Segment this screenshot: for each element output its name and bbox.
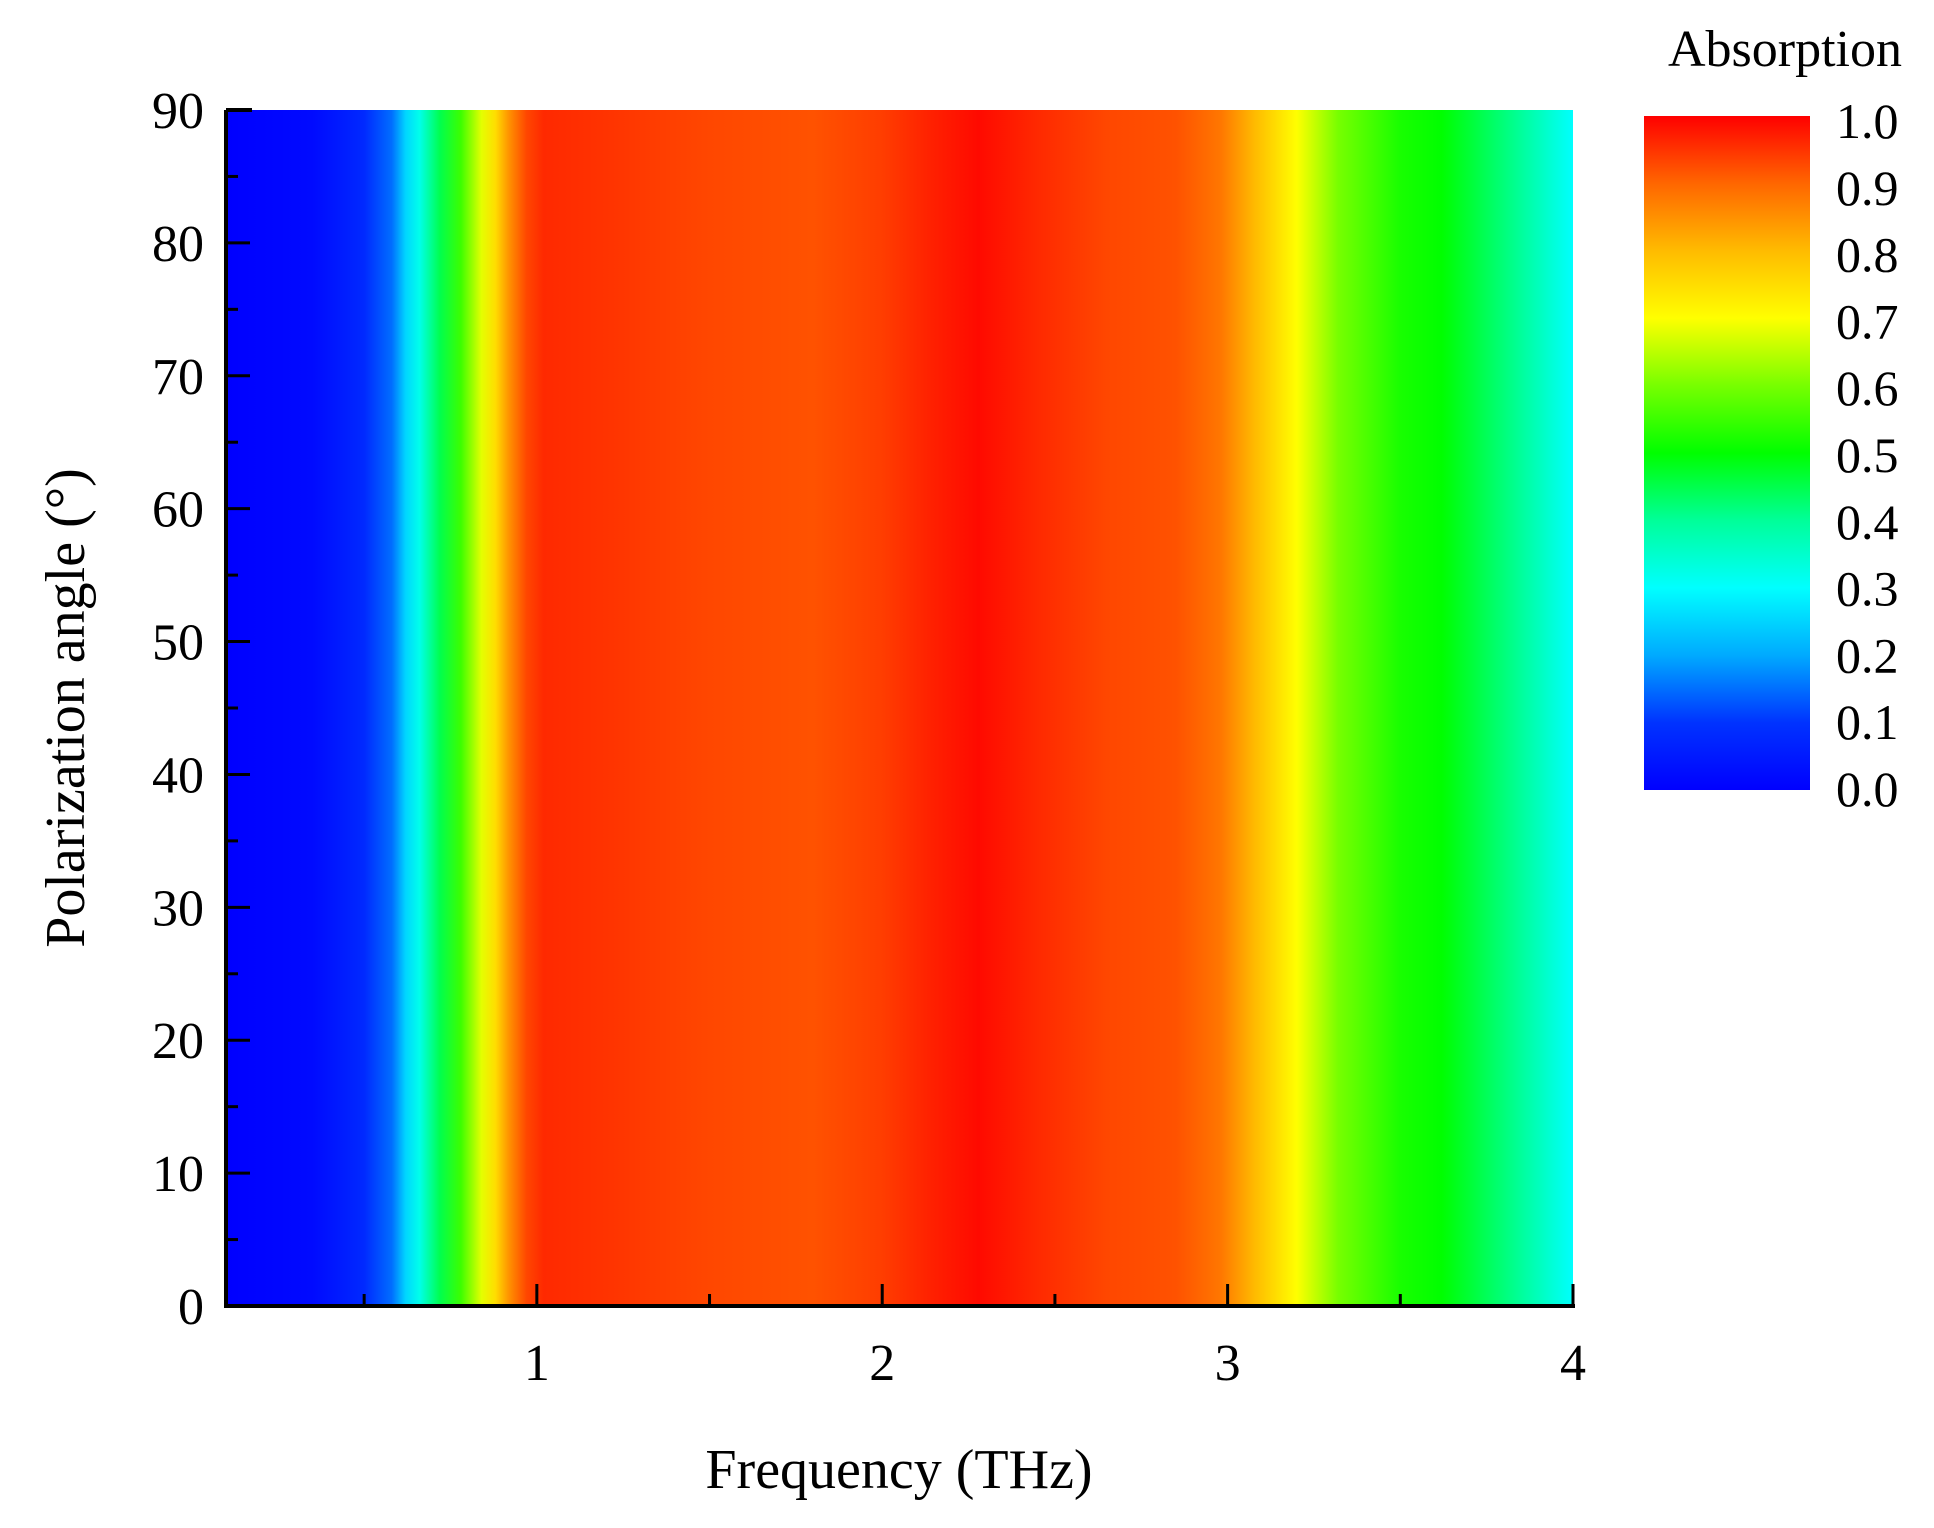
colorbar-tick-label: 0.0 — [1836, 761, 1899, 817]
y-tick-label: 50 — [152, 615, 204, 672]
colorbar-tick-label: 0.4 — [1836, 494, 1899, 550]
colorbar — [1644, 116, 1810, 790]
colorbar-tick-label: 0.3 — [1836, 561, 1899, 617]
x-tick-label: 3 — [1215, 1335, 1241, 1392]
colorbar-tick-label: 0.1 — [1836, 694, 1899, 750]
colorbar-tick-label: 0.2 — [1836, 627, 1899, 683]
y-tick-label: 60 — [152, 482, 204, 539]
x-tick-label: 4 — [1560, 1335, 1586, 1392]
colorbar-tick-label: 0.8 — [1836, 227, 1899, 283]
colorbar-tick-label: 0.5 — [1836, 427, 1899, 483]
colorbar-title: Absorption — [1668, 21, 1902, 78]
y-tick-label: 70 — [152, 349, 204, 406]
y-tick-label: 30 — [152, 880, 204, 937]
x-axis-ticks: 1 2 3 4 — [362, 1284, 1586, 1392]
y-tick-label: 10 — [152, 1146, 204, 1203]
y-axis-label: Polarization angle (°) — [35, 468, 97, 948]
colorbar-tick-label: 0.6 — [1836, 360, 1899, 416]
x-tick-label: 1 — [524, 1335, 550, 1392]
colorbar-tick-label: 1.0 — [1836, 93, 1899, 149]
colorbar-tick-label: 0.9 — [1836, 160, 1899, 216]
y-tick-label: 0 — [178, 1279, 204, 1336]
y-axis-ticks: 0 10 20 30 40 50 60 70 80 90 — [152, 83, 250, 1336]
colorbar-tick-labels: 1.0 0.9 0.8 0.7 0.6 0.5 0.4 0.3 0.2 0.1 0.0 — [1836, 93, 1899, 817]
y-tick-label: 90 — [152, 83, 204, 140]
x-tick-label: 2 — [869, 1335, 895, 1392]
y-tick-label: 20 — [152, 1013, 204, 1070]
y-tick-label: 40 — [152, 747, 204, 804]
x-axis-label: Frequency (THz) — [705, 1439, 1092, 1501]
colorbar-tick-label: 0.7 — [1836, 293, 1899, 349]
heatmap-area — [226, 110, 1573, 1306]
y-tick-label: 80 — [152, 216, 204, 273]
